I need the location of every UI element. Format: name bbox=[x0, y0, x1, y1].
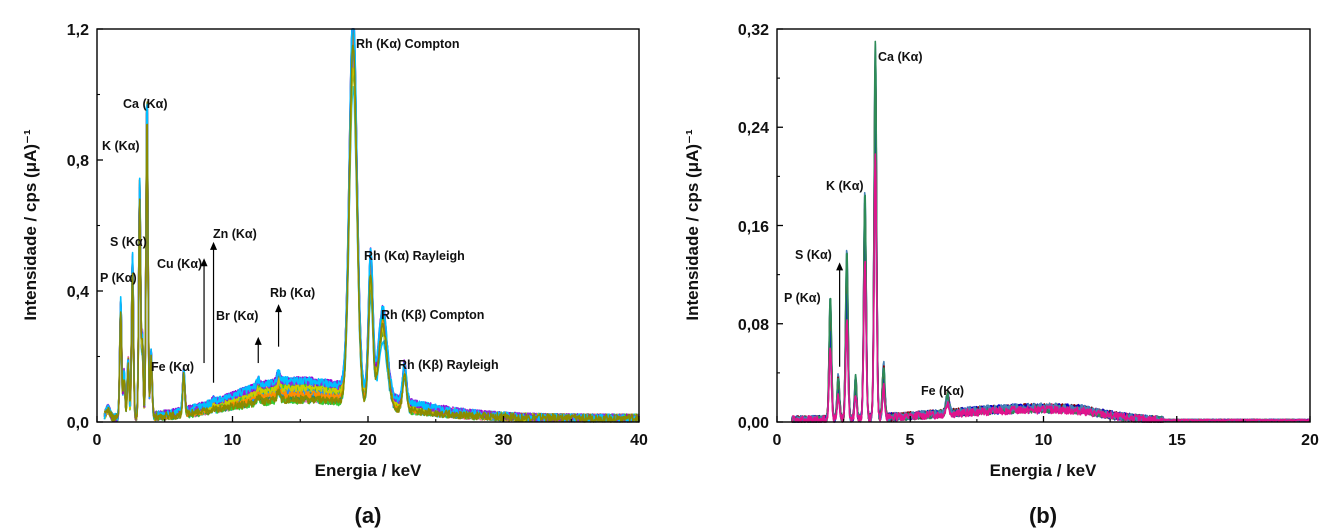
x-tick-label: 20 bbox=[359, 432, 377, 449]
spectrum-line bbox=[791, 104, 1311, 423]
y-axis-label: Intensidade / cps (μA)⁻¹ bbox=[683, 129, 702, 321]
x-tick-label: 20 bbox=[1301, 432, 1319, 449]
spectrum-line bbox=[790, 40, 1311, 423]
peak-annotation: Ca (Kα) bbox=[123, 97, 168, 111]
x-axis-label: Energia / keV bbox=[315, 461, 422, 480]
y-tick-label: 0,24 bbox=[738, 120, 769, 137]
panel-a: 0 10 20 30 40 0,0 0,4 0,8 1,2 Energia / … bbox=[21, 22, 648, 528]
x-tick-label: 0 bbox=[93, 432, 102, 449]
y-tick-label: 1,2 bbox=[67, 22, 89, 39]
x-tick-label: 10 bbox=[1035, 432, 1053, 449]
y-tick-label: 0,08 bbox=[738, 317, 769, 334]
y-tick-label: 0,32 bbox=[738, 22, 769, 39]
peak-annotation: P (Kα) bbox=[100, 271, 137, 285]
y-tick-label: 0,4 bbox=[67, 284, 89, 301]
y-axis-label: Intensidade / cps (μA)⁻¹ bbox=[21, 129, 40, 321]
peak-annotation: Rh (Kα) Rayleigh bbox=[364, 249, 465, 263]
peak-annotation: Rh (Kβ) Rayleigh bbox=[398, 358, 499, 372]
peak-annotation: Fe (Kα) bbox=[151, 360, 194, 374]
plot-frame bbox=[776, 28, 1311, 423]
spectrum-line bbox=[103, 44, 640, 423]
peak-annotation: Rh (Kα) Compton bbox=[356, 37, 460, 51]
peak-annotation: S (Kα) bbox=[795, 248, 832, 262]
x-tick-label: 10 bbox=[224, 432, 242, 449]
spectra-series bbox=[103, 28, 640, 423]
x-tick-label: 15 bbox=[1168, 432, 1186, 449]
x-axis-label: Energia / keV bbox=[990, 461, 1097, 480]
x-tick-label: 0 bbox=[773, 432, 782, 449]
arrow-head bbox=[210, 241, 218, 250]
arrow-head bbox=[200, 258, 208, 267]
y-tick-label: 0,00 bbox=[738, 415, 769, 432]
x-tick-label: 30 bbox=[495, 432, 513, 449]
peak-annotation: K (Kα) bbox=[826, 179, 864, 193]
peak-annotation: P (Kα) bbox=[784, 291, 821, 305]
spectrum-line bbox=[791, 168, 1310, 423]
peak-annotation: Rb (Kα) bbox=[270, 286, 315, 300]
peak-annotation: Ca (Kα) bbox=[878, 50, 923, 64]
x-tick-label: 5 bbox=[906, 432, 915, 449]
peak-annotation: K (Kα) bbox=[102, 139, 140, 153]
spectrum-line bbox=[791, 153, 1311, 423]
panel-label: (b) bbox=[1029, 503, 1057, 528]
y-tick-label: 0,8 bbox=[67, 153, 89, 170]
arrows bbox=[836, 262, 844, 367]
peak-annotation: Br (Kα) bbox=[216, 309, 258, 323]
peak-annotation: Cu (Kα) bbox=[157, 257, 202, 271]
peak-annotation: Fe (Kα) bbox=[921, 384, 964, 398]
spectrum-line bbox=[790, 113, 1311, 423]
spectrum-line bbox=[790, 157, 1311, 423]
panel-label: (a) bbox=[355, 503, 382, 528]
spectrum-line bbox=[790, 42, 1311, 423]
spectrum-line bbox=[790, 59, 1311, 423]
peak-annotation: Rh (Kβ) Compton bbox=[381, 308, 484, 322]
arrow-head bbox=[275, 304, 283, 313]
peak-annotation: Zn (Kα) bbox=[213, 227, 257, 241]
panel-b: 0 5 10 15 20 0,00 0,08 0,16 0,24 0,32 En… bbox=[683, 22, 1319, 528]
y-tick-label: 0,0 bbox=[67, 415, 89, 432]
x-tick-label: 40 bbox=[630, 432, 648, 449]
tick-marks bbox=[96, 28, 640, 423]
arrow-head bbox=[836, 262, 844, 271]
peak-annotation: S (Kα) bbox=[110, 235, 147, 249]
arrow-head bbox=[254, 336, 262, 345]
spectra-series bbox=[790, 40, 1311, 423]
spectrum-line bbox=[790, 91, 1310, 423]
y-tick-label: 0,16 bbox=[738, 219, 769, 236]
tick-marks bbox=[776, 28, 1311, 423]
spectrum-line bbox=[791, 64, 1310, 423]
arrows bbox=[200, 241, 283, 383]
